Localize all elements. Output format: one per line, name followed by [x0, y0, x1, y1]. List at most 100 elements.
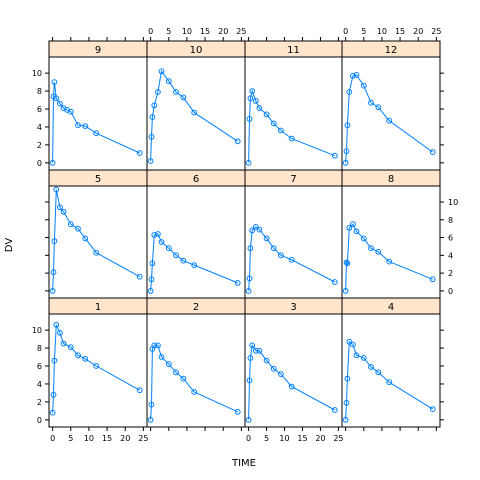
data-point-11-2 — [247, 95, 254, 102]
y-tick-label-left-0-10: 10 — [32, 69, 42, 78]
data-point-12-10 — [429, 149, 436, 156]
x-tick-label-bottom-2-5: 5 — [264, 434, 269, 443]
data-point-5-2 — [51, 238, 58, 245]
data-point-8-5 — [353, 228, 360, 235]
data-point-11-1 — [246, 116, 253, 122]
x-tick-label-top-3-20: 20 — [413, 27, 423, 36]
strip-label-7: 7 — [290, 174, 296, 185]
data-point-8-3 — [346, 224, 353, 231]
data-point-7-0 — [245, 288, 252, 294]
data-point-1-7 — [75, 352, 81, 359]
data-point-6-10 — [234, 280, 241, 286]
data-point-7-10 — [331, 279, 338, 285]
data-point-8-7 — [368, 245, 374, 252]
data-point-12-7 — [368, 99, 374, 106]
x-axis-title: TIME — [231, 458, 256, 469]
strip-label-12: 12 — [385, 45, 398, 56]
panel-6: 6 — [146, 169, 246, 299]
data-point-4-9 — [386, 379, 393, 386]
data-point-1-3 — [53, 321, 60, 328]
x-tick-label-bottom-0-15: 15 — [102, 434, 112, 443]
data-point-4-5 — [353, 352, 360, 359]
data-point-7-9 — [288, 256, 295, 263]
plot-frame-4 — [341, 313, 441, 428]
data-point-9-8 — [75, 122, 81, 129]
strip-label-9: 9 — [95, 45, 101, 56]
series-line-2 — [150, 344, 238, 420]
data-point-12-8 — [375, 104, 382, 111]
series-line-3 — [248, 344, 336, 420]
series-line-4 — [345, 340, 433, 420]
plot-frame-8 — [341, 185, 441, 299]
data-point-3-1 — [246, 377, 253, 384]
data-point-11-9 — [288, 135, 295, 142]
y-tick-label-left-2-2: 2 — [37, 398, 42, 407]
data-point-12-5 — [353, 72, 360, 78]
data-point-5-10 — [136, 273, 143, 280]
data-point-4-10 — [429, 406, 436, 413]
panel-1: 1 — [48, 297, 148, 428]
panel-7: 7 — [244, 169, 343, 299]
strip-label-10: 10 — [190, 45, 203, 56]
data-point-2-4 — [155, 342, 161, 349]
x-tick-label-top-3-5: 5 — [361, 27, 366, 36]
data-point-9-2 — [51, 79, 58, 85]
data-point-5-1 — [50, 269, 57, 276]
panel-4: 4 — [341, 297, 441, 428]
data-point-10-0 — [147, 158, 154, 164]
data-point-12-3 — [346, 89, 353, 95]
panel-9: 9 — [48, 40, 148, 171]
series-line-1 — [52, 324, 140, 413]
data-point-11-8 — [278, 127, 284, 134]
y-tick-label-left-2-4: 4 — [37, 380, 42, 389]
data-point-6-9 — [191, 262, 198, 269]
series-line-12 — [345, 74, 433, 163]
y-tick-label-right-1-6: 6 — [448, 234, 453, 243]
data-point-3-10 — [331, 407, 338, 413]
data-point-5-9 — [93, 249, 100, 256]
series-line-9 — [52, 82, 140, 163]
data-point-1-8 — [82, 355, 89, 362]
data-point-1-4 — [57, 329, 63, 336]
series-line-6 — [150, 233, 238, 291]
data-point-3-9 — [288, 383, 295, 390]
data-point-4-1 — [343, 399, 350, 406]
data-point-4-4 — [350, 341, 356, 348]
data-point-1-2 — [51, 357, 58, 364]
data-point-6-2 — [149, 260, 156, 267]
data-point-2-9 — [191, 389, 198, 395]
data-point-6-3 — [151, 232, 158, 238]
panel-11: 11 — [244, 40, 343, 171]
y-tick-label-left-0-8: 8 — [37, 87, 42, 96]
x-tick-label-bottom-0-5: 5 — [68, 434, 73, 443]
x-tick-label-top-3-15: 15 — [395, 27, 405, 36]
data-point-9-7 — [67, 108, 74, 115]
data-point-5-8 — [82, 235, 89, 242]
data-point-5-3 — [53, 186, 60, 193]
strip-label-1: 1 — [95, 302, 101, 313]
data-point-8-1 — [343, 259, 350, 266]
y-tick-label-right-1-8: 8 — [448, 216, 453, 225]
strip-label-2: 2 — [193, 302, 199, 313]
data-point-9-10 — [93, 130, 100, 137]
data-point-5-7 — [75, 225, 81, 232]
x-tick-label-bottom-2-0: 0 — [246, 434, 251, 443]
series-line-11 — [248, 89, 335, 163]
data-point-3-8 — [278, 371, 284, 378]
strip-label-8: 8 — [388, 174, 394, 185]
x-tick-label-bottom-2-15: 15 — [297, 434, 307, 443]
plot-frame-5 — [48, 185, 148, 299]
y-tick-label-right-1-4: 4 — [448, 251, 453, 260]
plot-frame-7 — [244, 185, 343, 299]
data-point-4-8 — [375, 369, 382, 376]
y-tick-label-left-0-6: 6 — [37, 105, 42, 114]
data-point-10-7 — [173, 89, 179, 95]
panel-8: 8 — [341, 169, 441, 299]
data-point-11-0 — [245, 159, 252, 166]
data-point-11-6 — [263, 111, 270, 118]
data-point-3-5 — [256, 347, 263, 354]
series-line-5 — [52, 189, 140, 291]
panel-3: 3 — [244, 297, 343, 428]
data-point-11-5 — [256, 105, 263, 111]
data-point-8-10 — [429, 276, 436, 283]
